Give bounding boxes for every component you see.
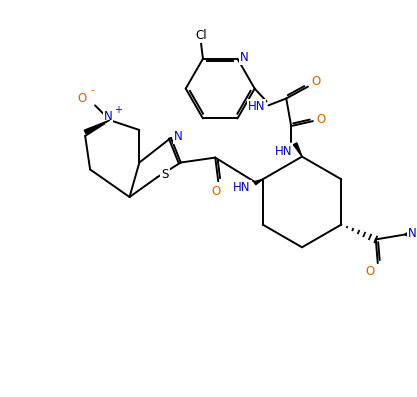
Text: HN: HN [274,145,292,158]
Text: S: S [161,168,169,181]
Polygon shape [84,120,110,134]
Text: HN: HN [248,100,266,113]
Text: O: O [78,92,87,105]
Text: N: N [240,51,249,64]
Text: +: + [114,105,122,115]
Text: HN: HN [248,100,266,113]
Polygon shape [254,179,263,185]
Polygon shape [294,143,302,156]
Text: S: S [161,168,169,181]
Text: HN: HN [233,181,251,194]
Text: O: O [212,185,221,198]
Text: N: N [173,130,182,143]
Text: Cl: Cl [195,29,207,42]
Text: N: N [103,110,112,123]
Text: N: N [408,227,417,240]
Text: N: N [173,130,182,143]
Text: HN: HN [233,181,251,194]
Text: HN: HN [274,145,292,158]
Text: O: O [316,113,325,126]
Text: N: N [408,227,417,240]
Text: O: O [365,266,374,278]
Text: O: O [311,75,320,88]
Text: N: N [103,110,112,123]
Text: -: - [90,86,94,96]
Text: N: N [240,51,249,64]
